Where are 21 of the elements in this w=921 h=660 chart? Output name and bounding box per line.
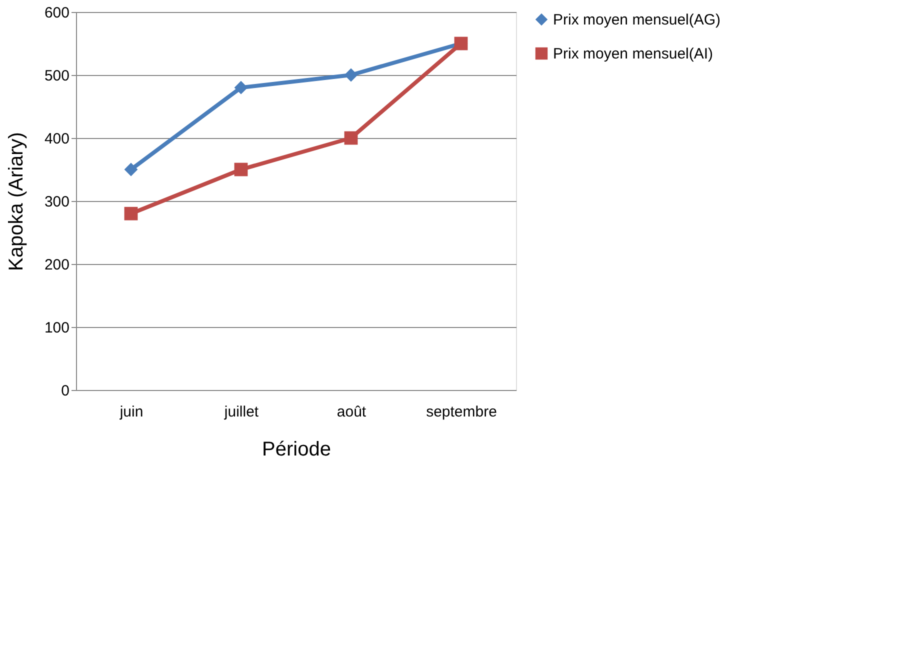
point [344, 131, 358, 145]
y-tick-label: 0 [61, 382, 70, 400]
y-tick-label: 300 [44, 194, 70, 210]
y-tick-label: 200 [44, 256, 70, 274]
y-tick-label: 600 [44, 4, 70, 22]
legend-label: Prix moyen mensuel(AG) [553, 12, 721, 28]
y-tick-label: 500 [44, 68, 70, 84]
y-tick-label: 100 [44, 320, 70, 336]
x-tick-label: août [336, 404, 367, 420]
x-tick-label: juin [118, 404, 144, 420]
point [234, 80, 248, 94]
point [234, 162, 248, 176]
point [344, 68, 358, 82]
x-tick-label: juillet [223, 404, 260, 420]
legend-label: Prix moyen mensuel(AI) [553, 46, 714, 62]
y-tick-label: 400 [44, 130, 70, 148]
x-tick-label: septembre [426, 404, 497, 420]
point [124, 162, 138, 176]
point [124, 206, 138, 220]
x-axis-title: Période [262, 438, 331, 460]
y-axis-title: Kapoka (Ariary) [5, 132, 28, 271]
